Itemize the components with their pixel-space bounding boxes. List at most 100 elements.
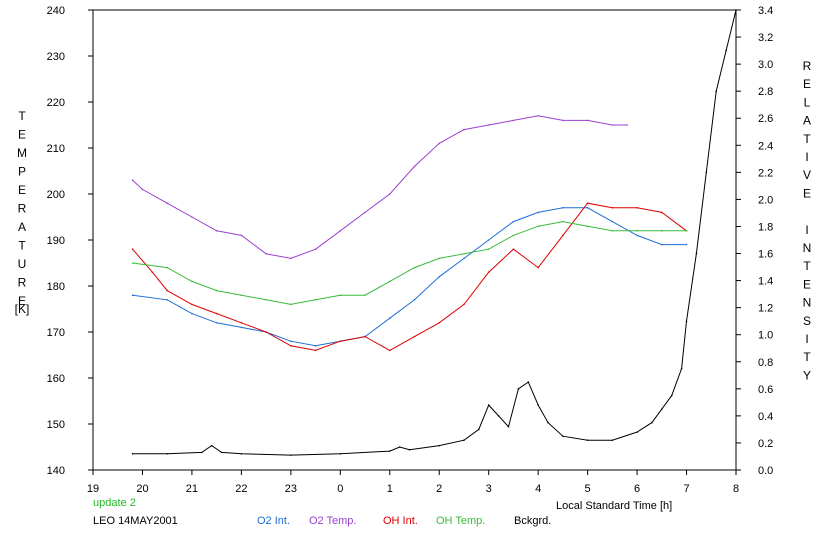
data-point: [725, 49, 727, 52]
data-point: [463, 253, 465, 255]
data-point: [463, 128, 465, 131]
data-point: [240, 294, 243, 297]
right-axis-label-char: I: [805, 150, 808, 164]
x-tick-label: 2: [436, 483, 442, 495]
data-point: [265, 253, 267, 255]
data-point: [661, 408, 663, 410]
data-point: [413, 266, 416, 269]
data-point: [537, 266, 539, 269]
right-axis-label-char: T: [803, 350, 811, 364]
legend-item-bckgrd: Bckgrd.: [514, 515, 551, 527]
left-axis-label-char: T: [18, 109, 26, 123]
data-point: [290, 454, 292, 456]
data-point: [562, 207, 564, 209]
data-point: [290, 257, 292, 260]
update-text: update 2: [93, 497, 136, 509]
legend-item-o2-int: O2 Int.: [257, 515, 290, 527]
x-tick-label: 5: [585, 483, 591, 495]
data-point: [240, 326, 243, 329]
y-right-tick-label: 3.0: [758, 59, 773, 71]
data-point: [210, 444, 213, 447]
data-point: [240, 452, 243, 455]
y-right-tick-label: 2.2: [758, 167, 773, 179]
data-point: [487, 239, 490, 241]
data-point: [398, 446, 401, 448]
left-axis-label-char: R: [18, 202, 27, 216]
data-point: [695, 252, 698, 255]
x-tick-label: 22: [235, 483, 247, 495]
x-tick-label: 7: [683, 483, 689, 495]
data-point: [512, 248, 515, 250]
data-point: [636, 234, 638, 237]
left-axis-label-char: U: [18, 257, 27, 271]
data-point: [314, 299, 317, 301]
data-point: [438, 444, 441, 447]
data-point: [651, 421, 653, 424]
x-tick-label: 8: [733, 483, 739, 495]
y-right-tick-label: 0.6: [758, 384, 773, 396]
series-line-bckgrd: [132, 9, 737, 456]
right-axis-label-char: E: [803, 186, 811, 200]
data-point: [636, 230, 638, 232]
y-right-tick-label: 1.2: [758, 303, 773, 315]
x-tick-label: 0: [337, 483, 343, 495]
right-axis-label-char: I: [805, 332, 808, 346]
data-point: [265, 299, 267, 301]
legend-label: OH Temp.: [436, 515, 486, 527]
data-point: [562, 435, 564, 437]
data-point: [339, 340, 342, 343]
site-date-text: LEO 14MAY2001: [93, 515, 178, 527]
data-point: [314, 349, 317, 352]
data-point: [438, 322, 441, 324]
data-point: [131, 179, 134, 181]
data-point: [661, 230, 663, 232]
data-point: [611, 439, 614, 442]
data-point: [166, 289, 168, 292]
x-tick-label: 3: [486, 483, 492, 495]
data-point: [388, 349, 391, 352]
right-axis-label-char: T: [803, 259, 811, 273]
data-point: [680, 367, 683, 370]
data-point: [364, 294, 366, 297]
data-point: [487, 248, 490, 250]
data-point: [388, 280, 391, 283]
data-point: [191, 216, 193, 218]
left-axis-label-char: E: [18, 128, 26, 142]
data-point: [166, 452, 168, 455]
right-axis-label-char: I: [805, 223, 808, 237]
left-axis-label-char: M: [17, 146, 27, 160]
data-point: [388, 317, 391, 320]
left-axis-label-char: A: [18, 220, 26, 234]
data-point: [339, 294, 342, 297]
data-point: [191, 303, 193, 306]
data-point: [537, 115, 539, 117]
data-point: [339, 230, 342, 232]
data-point: [537, 225, 539, 227]
data-point: [478, 428, 480, 431]
data-point: [547, 421, 549, 424]
data-point: [463, 439, 465, 442]
y-left-tick-label: 150: [47, 419, 65, 431]
data-point: [141, 188, 144, 191]
data-point: [497, 415, 500, 417]
data-point: [413, 299, 416, 301]
legend-label: O2 Int.: [257, 515, 291, 527]
y-right-tick-label: 2.0: [758, 194, 773, 206]
data-point: [537, 211, 539, 214]
y-left-tick-label: 210: [47, 143, 65, 155]
data-point: [715, 90, 718, 92]
legend-item-oh-int: OH Int.: [383, 515, 418, 527]
data-point: [364, 211, 366, 214]
y-right-tick-label: 0.0: [758, 465, 773, 477]
series-line-o2-int: [132, 207, 687, 347]
y-right-tick-label: 1.4: [758, 276, 773, 288]
left-axis-label-char: R: [18, 276, 27, 290]
y-right-tick-label: 1.8: [758, 221, 773, 233]
right-axis-label-char: L: [804, 95, 811, 109]
data-point: [512, 220, 515, 223]
legend-item-oh-temp: OH Temp.: [436, 515, 485, 527]
right-axis-label-char: S: [803, 314, 811, 328]
data-point: [586, 207, 589, 209]
data-point: [201, 451, 203, 454]
legend-label: Bckgrd.: [514, 515, 552, 527]
